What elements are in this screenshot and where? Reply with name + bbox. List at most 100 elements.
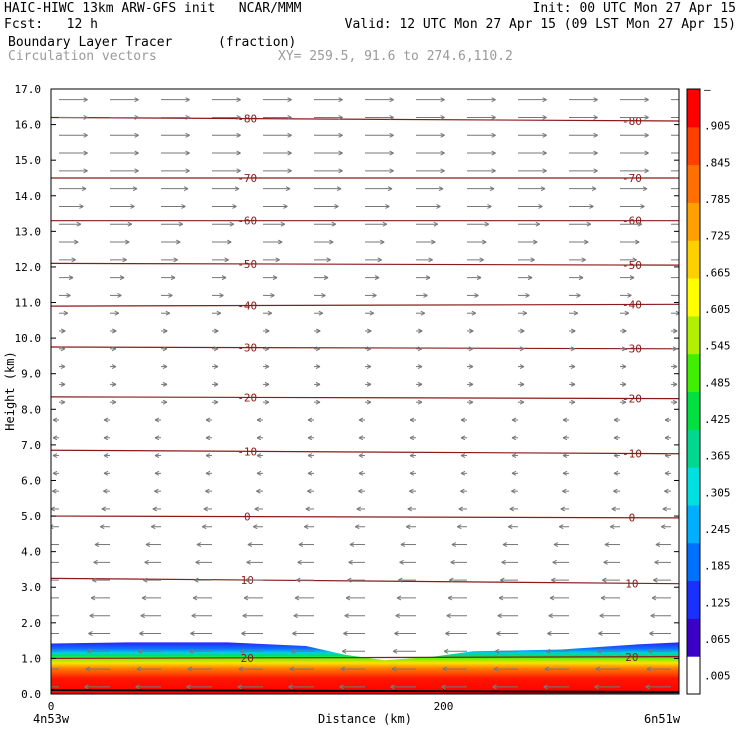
wind-vector bbox=[212, 399, 219, 405]
wind-vector bbox=[263, 346, 270, 352]
wind-vector bbox=[467, 381, 474, 387]
wind-vector bbox=[89, 613, 110, 619]
wind-vector bbox=[212, 203, 237, 209]
wind-vector bbox=[314, 203, 339, 209]
wind-vector bbox=[613, 435, 620, 441]
wind-vector bbox=[263, 115, 292, 120]
colorbar-label: .305 bbox=[704, 486, 731, 499]
y-tick-label: 11.0 bbox=[15, 297, 42, 310]
wind-vector bbox=[467, 399, 474, 405]
y-tick-label: 6.0 bbox=[21, 474, 41, 487]
wind-vector bbox=[110, 257, 127, 263]
wind-vector bbox=[647, 648, 671, 654]
wind-vector bbox=[314, 346, 321, 352]
wind-vector bbox=[620, 132, 649, 138]
wind-vector bbox=[365, 239, 385, 245]
wind-vector bbox=[144, 559, 161, 565]
wind-vector bbox=[467, 328, 474, 334]
colorbar-swatch bbox=[687, 618, 700, 657]
wind-vector bbox=[358, 453, 365, 459]
wind-vector bbox=[212, 257, 229, 263]
wind-vector bbox=[110, 221, 133, 227]
wind-vector bbox=[358, 488, 365, 494]
wind-vector bbox=[238, 666, 263, 672]
colorbar-label: .125 bbox=[704, 596, 731, 609]
wind-vector bbox=[110, 97, 139, 103]
wind-vector bbox=[569, 364, 576, 370]
header-line1-right: Init: 00 UTC Mon 27 Apr 15 bbox=[532, 1, 737, 16]
wind-vector bbox=[298, 542, 314, 547]
wind-vector bbox=[620, 239, 640, 245]
wind-vector bbox=[59, 257, 76, 263]
wind-vector bbox=[59, 328, 66, 334]
contour-label: -40 bbox=[237, 300, 257, 313]
wind-vector bbox=[649, 631, 671, 636]
wind-vector bbox=[161, 310, 171, 316]
wind-vector bbox=[161, 257, 178, 263]
y-axis-title: Height (km) bbox=[3, 351, 17, 430]
wind-vector bbox=[358, 435, 365, 441]
wind-vector bbox=[620, 257, 637, 263]
wind-vector bbox=[103, 453, 110, 459]
wind-vector bbox=[358, 417, 365, 423]
contour-label: -20 bbox=[237, 391, 257, 404]
wind-vector bbox=[416, 132, 445, 138]
contour-line bbox=[51, 449, 679, 455]
wind-vector bbox=[518, 168, 547, 174]
contour-label: -20 bbox=[622, 392, 642, 405]
colorbar-label: .245 bbox=[704, 523, 731, 536]
colorbar-swatch bbox=[687, 240, 700, 279]
right-endpoint-label: 6n51w bbox=[644, 712, 681, 726]
vector-title: Circulation vectors bbox=[8, 49, 157, 64]
wind-vector bbox=[406, 524, 416, 530]
wind-vector bbox=[620, 346, 627, 352]
wind-vector bbox=[467, 257, 484, 263]
wind-vector bbox=[263, 203, 288, 209]
left-endpoint-label: 4n53w bbox=[33, 712, 70, 726]
wind-vector bbox=[467, 275, 482, 281]
wind-vector bbox=[314, 310, 324, 316]
wind-vector bbox=[154, 470, 161, 476]
wind-vector bbox=[365, 346, 372, 352]
wind-vector bbox=[518, 310, 528, 316]
wind-vector bbox=[467, 168, 496, 174]
y-tick-label: 17.0 bbox=[15, 83, 42, 96]
wind-vector bbox=[664, 453, 671, 459]
wind-vector bbox=[365, 328, 372, 334]
wind-vector bbox=[307, 417, 314, 423]
wind-vector bbox=[595, 666, 620, 672]
wind-vector bbox=[620, 399, 627, 405]
wind-vector bbox=[460, 488, 467, 494]
wind-vector bbox=[365, 399, 372, 405]
wind-vector bbox=[161, 203, 186, 209]
wind-vector bbox=[161, 328, 168, 334]
y-tick-label: 7.0 bbox=[21, 439, 41, 452]
wind-vector bbox=[611, 506, 620, 512]
colorbar-label: .425 bbox=[704, 413, 731, 426]
wind-vector bbox=[51, 506, 59, 512]
y-tick-label: 10.0 bbox=[15, 332, 42, 345]
wind-vector bbox=[59, 221, 82, 227]
wind-vector bbox=[161, 292, 173, 298]
wind-vector bbox=[51, 633, 59, 634]
wind-vector bbox=[59, 364, 66, 370]
wind-vector bbox=[52, 488, 59, 494]
wind-vector bbox=[460, 453, 467, 459]
wind-vector bbox=[365, 381, 372, 387]
x-tick-label: 200 bbox=[434, 700, 454, 713]
wind-vector bbox=[110, 132, 139, 138]
wind-vector bbox=[212, 132, 241, 138]
wind-vector bbox=[518, 381, 525, 387]
wind-vector bbox=[51, 668, 59, 670]
wind-vector bbox=[416, 239, 436, 245]
wind-vector bbox=[93, 559, 110, 565]
wind-vector bbox=[161, 275, 176, 281]
wind-vector bbox=[194, 577, 212, 583]
wind-vector bbox=[348, 559, 365, 565]
wind-vector bbox=[161, 381, 168, 387]
wind-vector bbox=[671, 205, 679, 207]
wind-vector bbox=[549, 595, 569, 601]
contour-label: 10 bbox=[625, 577, 638, 590]
wind-vector bbox=[243, 595, 263, 601]
wind-vector bbox=[467, 346, 474, 352]
